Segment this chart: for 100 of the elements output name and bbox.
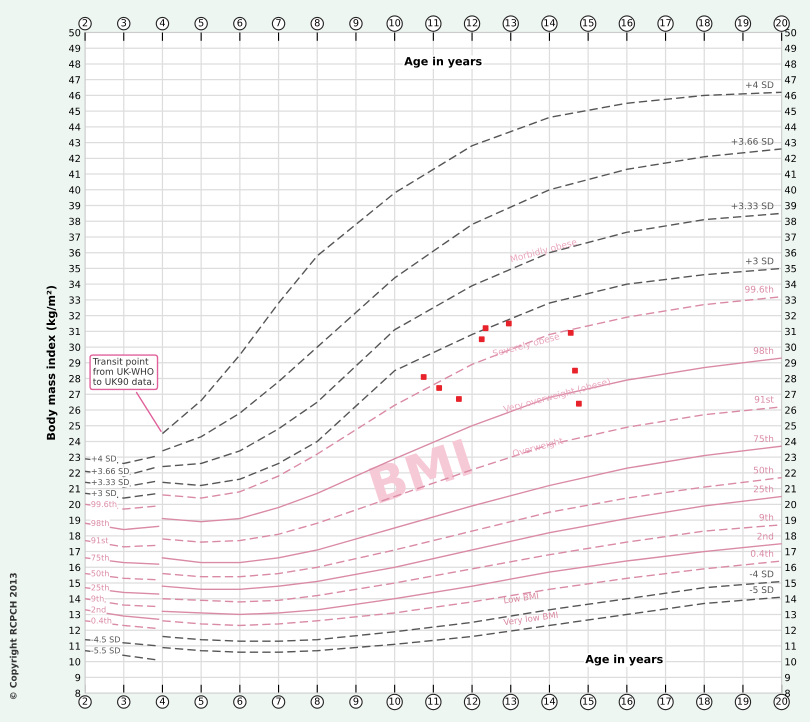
series-label: 75th xyxy=(92,554,109,561)
y-tick-label: 34 xyxy=(69,280,80,288)
x-tick-label: 19 xyxy=(738,697,748,705)
y-tick-label: 23 xyxy=(69,454,80,462)
y2-tick-label: 17 xyxy=(785,548,796,556)
y2-tick-label: 23 xyxy=(785,454,796,462)
y2-tick-label: 31 xyxy=(785,328,796,336)
x2-tick-label: 12 xyxy=(466,19,478,26)
y2-tick-label: 8 xyxy=(785,690,790,697)
series-label: +4 SD xyxy=(92,455,116,462)
y-tick-label: 39 xyxy=(69,202,80,210)
x2-tick-label: 7 xyxy=(276,19,281,26)
y-tick-label: 38 xyxy=(69,218,80,226)
y2-tick-label: 49 xyxy=(784,44,796,52)
y2-tick-label: 35 xyxy=(785,264,796,272)
point xyxy=(506,320,512,326)
series-label: 91st xyxy=(754,396,774,403)
series-label: 25th xyxy=(754,485,774,492)
x2-tick-label: 9 xyxy=(353,19,358,26)
y2-tick-label: 21 xyxy=(785,485,796,492)
annotation: Very low BMI xyxy=(503,611,558,628)
series-label: 98th xyxy=(754,346,774,354)
x2-tick-label: 11 xyxy=(428,19,439,26)
y-tick-label: 37 xyxy=(69,233,80,241)
series-label: 2nd xyxy=(91,606,106,613)
series-label: +3 SD xyxy=(92,490,116,496)
y2-tick-label: 14 xyxy=(785,595,796,602)
y-tick-label: 26 xyxy=(69,406,80,414)
y-tick-label: 22 xyxy=(69,469,80,477)
series-label: +3.66 SD xyxy=(732,138,774,145)
point xyxy=(576,400,582,407)
series-label: 0.4th xyxy=(750,550,774,557)
series-label: 25th xyxy=(91,584,109,591)
x-tick-label: 16 xyxy=(622,697,632,705)
x2-tick-label: 20 xyxy=(776,19,788,26)
y-tick-label: 42 xyxy=(68,154,80,162)
y2-tick-label: 28 xyxy=(785,375,796,382)
y-tick-label: 43 xyxy=(68,139,80,146)
annotation: Severely obese xyxy=(492,332,560,358)
x-tick-label: 7 xyxy=(276,698,281,705)
x-tick-label: 4 xyxy=(160,698,165,705)
x2-tick-label: 14 xyxy=(544,19,556,26)
series-label: 9th xyxy=(759,514,774,521)
y2-tick-label: 18 xyxy=(785,532,796,540)
x2-tick-label: 3 xyxy=(121,19,126,26)
y-tick-label: 40 xyxy=(68,186,80,194)
y2-tick-label: 34 xyxy=(785,280,796,288)
x2-tick-label: 8 xyxy=(314,19,320,26)
series-label: +3.33 SD xyxy=(732,202,774,210)
point xyxy=(436,385,442,391)
line-series xyxy=(162,92,782,434)
y-tick-label: 50 xyxy=(69,28,80,36)
y-tick-label: 41 xyxy=(68,170,80,178)
y2-tick-label: 26 xyxy=(785,406,796,414)
y-tick-label: 30 xyxy=(69,344,80,351)
x2-tick-label: 16 xyxy=(622,19,632,26)
y-tick-label: 10 xyxy=(70,658,80,666)
x-tick-label: 18 xyxy=(699,697,710,705)
series-label: +4 SD xyxy=(746,81,774,88)
y-axis-title: Body mass index (kg/m²) xyxy=(46,286,58,440)
series-label: +3.66 SD xyxy=(92,468,129,474)
y-tick-label: 28 xyxy=(69,375,80,382)
x-tick-label: 20 xyxy=(776,697,788,705)
x2-tick-label: 2 xyxy=(82,19,88,26)
y2-tick-label: 39 xyxy=(785,202,796,210)
y2-tick-label: 47 xyxy=(784,76,796,84)
y2-tick-label: 13 xyxy=(785,610,796,618)
y-tick-label: 21 xyxy=(69,485,80,492)
x2-tick-label: 5 xyxy=(198,19,204,26)
y-tick-label: 35 xyxy=(69,264,80,272)
series-label: -4.5 SD xyxy=(91,636,120,642)
y2-tick-label: 36 xyxy=(785,249,796,257)
x2-tick-label: 10 xyxy=(390,19,400,26)
x2-tick-label: 18 xyxy=(699,19,710,26)
y-tick-label: 19 xyxy=(70,516,80,524)
x2-tick-label: 17 xyxy=(660,19,671,26)
text: © Copyright RCPCH 2013 xyxy=(10,573,19,700)
y2-tick-label: 11 xyxy=(785,642,796,650)
y2-tick-label: 32 xyxy=(785,312,796,320)
y-tick-label: 36 xyxy=(69,249,80,257)
y-tick-label: 31 xyxy=(69,328,80,336)
annotation: Morbidly obese xyxy=(510,238,578,264)
y2-tick-label: 33 xyxy=(785,296,796,304)
y-tick-label: 18 xyxy=(70,532,80,540)
y-tick-label: 49 xyxy=(68,44,80,52)
series-label: -5.5 SD xyxy=(91,647,120,654)
series-label: +3.33 SD xyxy=(92,479,129,486)
series-label: +3 SD xyxy=(746,257,774,264)
y-tick-label: 25 xyxy=(69,422,80,430)
y2-tick-label: 46 xyxy=(784,92,796,100)
series-label: 91st xyxy=(91,537,108,544)
x-tick-label: 15 xyxy=(583,698,594,705)
y2-tick-label: 29 xyxy=(785,359,796,367)
y2-tick-label: 42 xyxy=(784,154,796,162)
y2-tick-label: 10 xyxy=(785,658,796,666)
x-axis-title: Age in years xyxy=(585,654,663,666)
x-tick-label: 10 xyxy=(390,697,400,705)
series-label: 98th xyxy=(91,520,109,526)
series-label: 75th xyxy=(754,435,774,442)
series-label: 50th xyxy=(91,570,109,576)
